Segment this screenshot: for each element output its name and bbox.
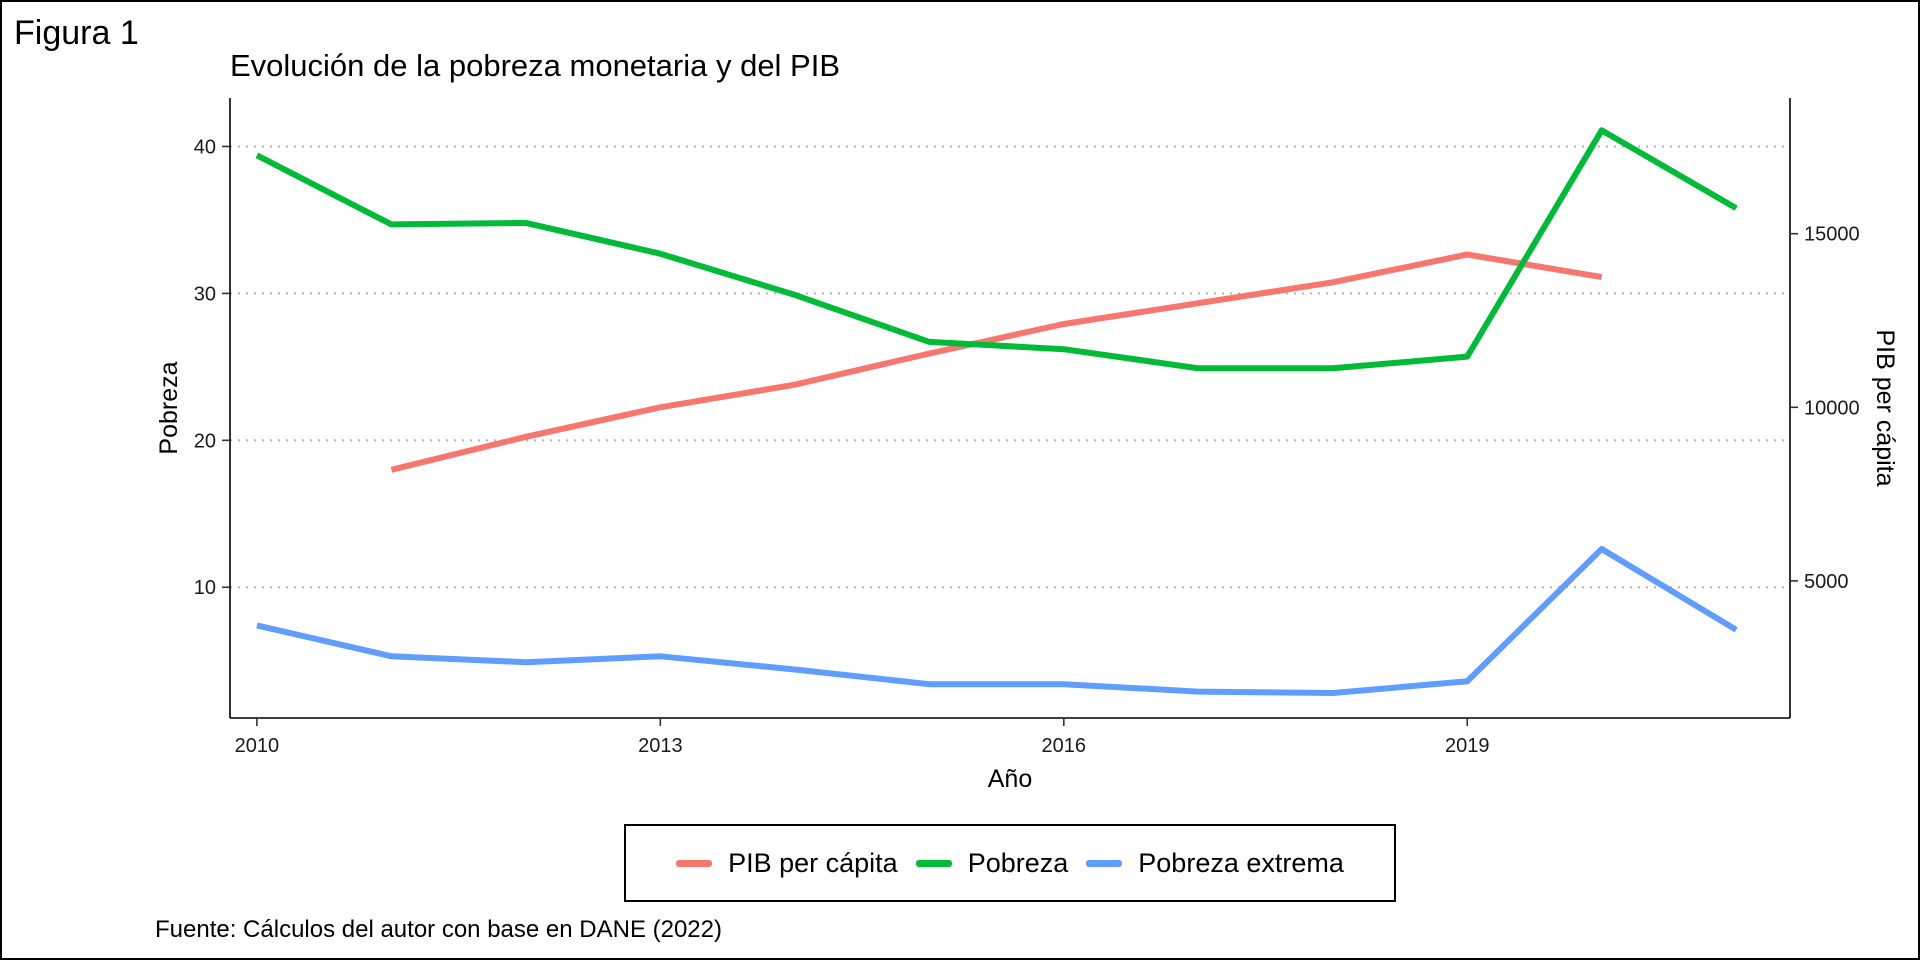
y-axis-label: Pobreza	[155, 361, 183, 454]
legend-item-pobreza-extrema: Pobreza extrema	[1086, 848, 1344, 879]
source-caption: Fuente: Cálculos del autor con base en D…	[155, 916, 722, 943]
legend-swatch-pib	[676, 859, 713, 867]
y2-tick-label: 15000	[1804, 224, 1860, 246]
chart-title: Evolución de la pobreza monetaria y del …	[230, 48, 841, 83]
legend-label-pobreza-extrema: Pobreza extrema	[1138, 847, 1344, 878]
series-line-pobreza	[255, 127, 1738, 372]
y-tick-label: 10	[194, 577, 216, 599]
y2-tick-label: 5000	[1804, 571, 1849, 593]
x-tick-label: 2016	[1042, 735, 1087, 757]
x-tick-label: 2013	[638, 735, 683, 757]
x-tick-label: 2010	[235, 735, 280, 757]
axes: 2010 2013 2016 2019 10 20 30 40 5000 10000 15000	[194, 98, 1860, 757]
legend-label-pobreza: Pobreza	[967, 847, 1069, 878]
x-axis-label: Año	[988, 765, 1032, 793]
legend-swatch-pobreza	[915, 859, 952, 867]
y-tick-label: 20	[194, 430, 216, 452]
figure-label: Figura 1	[14, 14, 139, 52]
y2-tick-label: 10000	[1804, 397, 1860, 419]
legend-item-pobreza: Pobreza	[915, 847, 1069, 879]
y-tick-label: 40	[194, 136, 216, 158]
y-tick-label: 30	[194, 283, 216, 305]
y2-axis-label: PIB per cápita	[1871, 329, 1899, 486]
legend-swatch-pobreza-extrema	[1086, 859, 1123, 867]
legend-item-pib: PIB per cápita	[676, 848, 898, 879]
series-line-pobreza-extrema	[256, 546, 1738, 696]
legend-label-pib: PIB per cápita	[728, 847, 898, 878]
x-tick-label: 2019	[1445, 735, 1490, 757]
legend: PIB per cápita Pobreza Pobreza extrema	[624, 824, 1396, 902]
series-lines	[255, 127, 1738, 696]
series-line-pib-per-c-pita	[390, 251, 1603, 473]
